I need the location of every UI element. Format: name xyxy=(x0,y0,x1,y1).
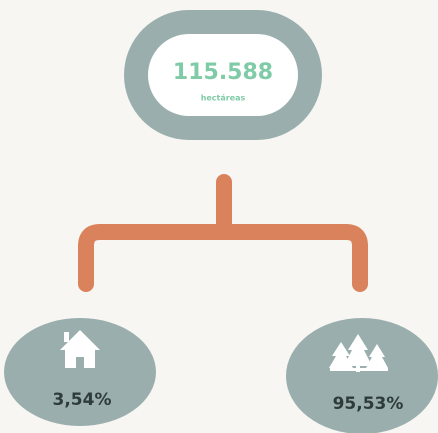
root-inner xyxy=(148,34,298,116)
child-node xyxy=(4,318,156,426)
child-label: 95,53% xyxy=(333,394,404,414)
root-value: 115.588 xyxy=(173,60,273,85)
child-node xyxy=(286,318,438,433)
connector xyxy=(78,174,368,292)
root-unit: hectáreas xyxy=(201,94,246,103)
connector-branch xyxy=(78,224,368,292)
trees-icon xyxy=(329,334,388,372)
house-icon xyxy=(60,330,100,368)
child-label: 3,54% xyxy=(53,390,112,410)
